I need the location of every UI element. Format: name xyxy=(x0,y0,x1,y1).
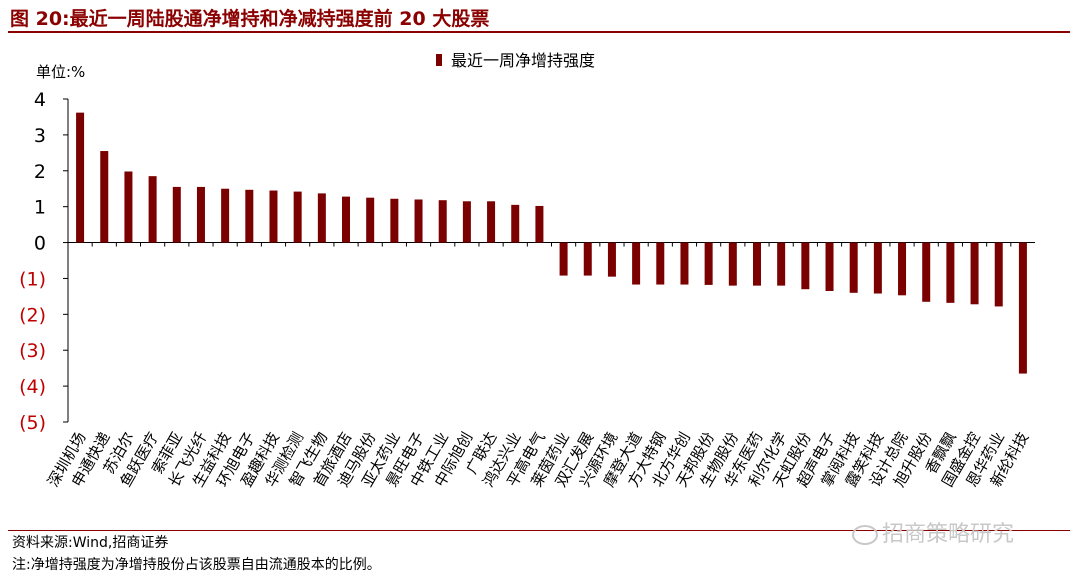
note-text: 注:净增持强度为净增持股份占该股票自由流通股本的比例。 xyxy=(12,557,381,573)
y-tick-label: 2 xyxy=(34,161,46,183)
bar xyxy=(873,242,882,294)
bar xyxy=(704,242,713,285)
bar xyxy=(752,242,761,286)
bar xyxy=(172,186,181,243)
bar xyxy=(849,242,858,293)
bar xyxy=(462,201,471,243)
title-divider xyxy=(8,31,1070,33)
bar xyxy=(342,196,351,243)
watermark: 招商策略研究 xyxy=(852,516,1014,548)
bar xyxy=(825,242,834,292)
bar xyxy=(124,171,133,243)
watermark-text: 招商策略研究 xyxy=(882,522,1015,547)
bars xyxy=(76,112,1027,374)
bar xyxy=(487,201,496,243)
y-tick-label: (1) xyxy=(19,268,46,290)
bar xyxy=(535,205,544,243)
y-axis: 4 3 2 1 0 (1) (2) (3) (4) (5) xyxy=(19,89,69,434)
bar xyxy=(100,151,109,243)
y-tick-label: 3 xyxy=(34,125,46,147)
legend-label: 最近一周净增持强度 xyxy=(451,51,595,70)
bar xyxy=(970,242,979,305)
y-tick-label: 1 xyxy=(34,197,46,219)
bar xyxy=(656,242,665,285)
bar xyxy=(777,242,786,286)
bar xyxy=(559,242,568,276)
bar xyxy=(366,197,375,243)
chat-bubble-icon xyxy=(852,525,878,545)
bar xyxy=(607,242,616,277)
y-tick-label: (5) xyxy=(19,412,46,434)
bar xyxy=(1018,242,1027,374)
bar xyxy=(221,188,230,243)
unit-label: 单位:% xyxy=(36,63,85,81)
y-tick-label: 0 xyxy=(34,233,46,255)
bar xyxy=(414,199,423,243)
bar xyxy=(390,198,399,243)
bar xyxy=(317,193,326,243)
bar xyxy=(438,200,447,243)
bar xyxy=(148,176,157,243)
bar xyxy=(583,242,592,276)
bar xyxy=(76,112,85,243)
bar xyxy=(196,186,205,243)
footer-divider xyxy=(8,530,1070,531)
y-tick-label: (3) xyxy=(19,340,46,362)
bar-chart: 4 3 2 1 0 (1) (2) (3) (4) (5) 深圳机场申通快递苏泊尔鱼跃医疗索菲亚长… xyxy=(19,51,1035,490)
bar xyxy=(922,242,931,302)
category-labels: 深圳机场申通快递苏泊尔鱼跃医疗索菲亚长飞光纤生益科技环旭电子盈趣科技华测检测智飞… xyxy=(44,429,1032,490)
figure-title: 图 20:最近一周陆股通净增持和净减持强度前 20 大股票 xyxy=(10,8,490,30)
bar xyxy=(293,191,302,243)
bar xyxy=(946,242,955,303)
bar xyxy=(632,242,641,285)
y-tick-label: (2) xyxy=(19,304,46,326)
bar xyxy=(994,242,1003,307)
legend-swatch xyxy=(436,54,442,66)
y-tick-label: 4 xyxy=(34,89,46,111)
bar xyxy=(680,242,689,285)
bar xyxy=(269,190,278,243)
y-tick-label: (4) xyxy=(19,376,46,398)
x-axis xyxy=(67,242,1035,247)
source-text: 资料来源:Wind,招商证券 xyxy=(12,535,169,551)
bar xyxy=(511,204,520,243)
bar xyxy=(801,242,810,290)
bar xyxy=(898,242,907,296)
bar xyxy=(728,242,737,286)
bar xyxy=(245,189,254,243)
